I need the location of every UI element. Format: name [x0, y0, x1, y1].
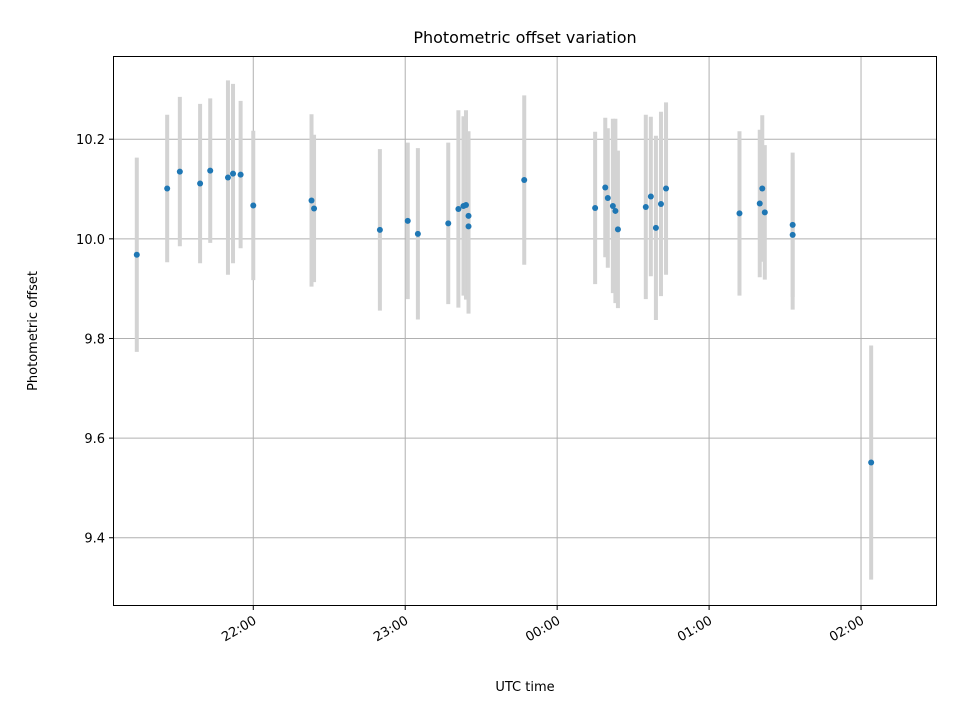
data-point [224, 174, 231, 181]
data-point [756, 200, 763, 207]
data-point [176, 168, 183, 175]
data-point [308, 197, 315, 204]
data-point [414, 230, 421, 237]
x-tick-label: 01:00 [675, 613, 715, 645]
data-point [868, 459, 875, 466]
x-axis-ticks: 22:00 23:00 00:00 01:00 02:00 [219, 605, 867, 645]
data-point [462, 201, 469, 208]
data-point [609, 202, 616, 209]
data-point [164, 185, 171, 192]
data-point [237, 171, 244, 178]
x-tick-label: 00:00 [523, 613, 563, 645]
data-point [465, 212, 472, 219]
data-point [761, 209, 768, 216]
data-point [602, 184, 609, 191]
data-point [207, 167, 214, 174]
data-point [789, 231, 796, 238]
data-point [445, 220, 452, 227]
x-tick-label: 23:00 [371, 613, 411, 645]
plot-frame [113, 56, 937, 606]
data-point [614, 226, 621, 233]
data-point [789, 221, 796, 228]
data-point [663, 185, 670, 192]
data-point [465, 223, 472, 230]
data-points [133, 167, 875, 466]
data-point [604, 194, 611, 201]
y-tick-label: 9.8 [84, 332, 105, 347]
y-axis-ticks: 9.4 9.6 9.8 10.0 10.2 [76, 133, 114, 547]
data-point [657, 200, 664, 207]
data-point [404, 217, 411, 224]
data-point [759, 185, 766, 192]
chart-title: Photometric offset variation [413, 28, 636, 47]
x-tick-label: 02:00 [827, 613, 867, 645]
y-tick-label: 9.4 [84, 532, 105, 547]
data-point [642, 203, 649, 210]
data-point [250, 202, 257, 209]
y-tick-label: 10.0 [76, 233, 105, 248]
data-point [521, 177, 528, 184]
data-point [197, 180, 204, 187]
error-bars [134, 80, 874, 580]
data-point [311, 205, 318, 212]
data-point [376, 226, 383, 233]
x-tick-label: 22:00 [219, 613, 259, 645]
data-point [592, 204, 599, 211]
data-point [455, 205, 462, 212]
data-point [647, 193, 654, 200]
x-axis-label: UTC time [495, 680, 554, 695]
data-point [652, 224, 659, 231]
y-tick-label: 9.6 [84, 432, 105, 447]
y-tick-label: 10.2 [76, 133, 105, 148]
data-point [736, 210, 743, 217]
data-point [612, 207, 619, 214]
data-point [133, 251, 140, 258]
data-point [230, 170, 237, 177]
y-axis-label: Photometric offset [26, 271, 41, 391]
